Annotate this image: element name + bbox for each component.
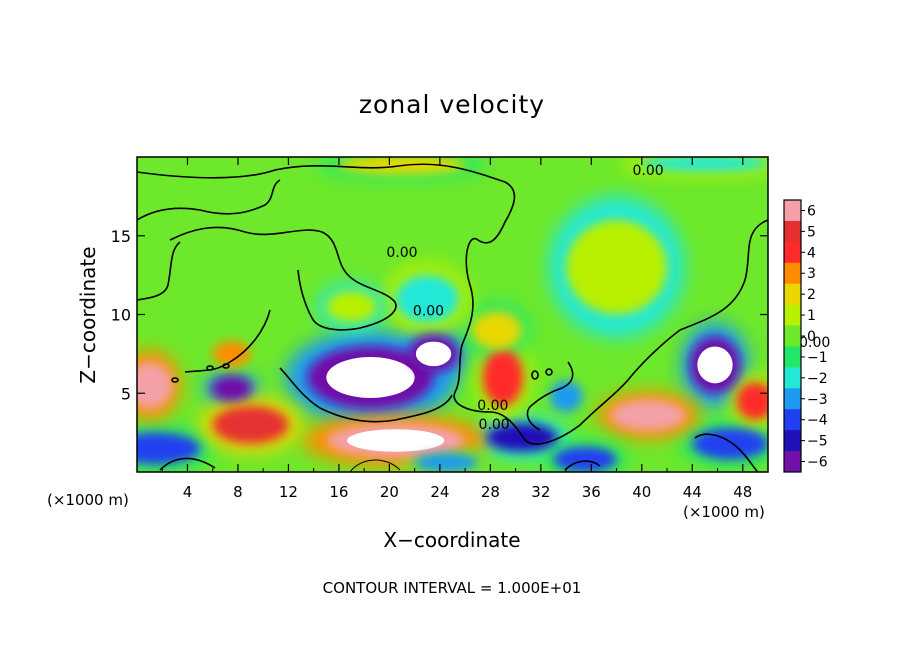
contour-line (137, 241, 181, 301)
field-anomaly (553, 446, 617, 472)
contour-loop (545, 368, 553, 376)
contour-line (694, 433, 759, 472)
field-core (415, 341, 452, 367)
colorbar-label: 3 (807, 266, 816, 282)
x-tick-label: 24 (430, 483, 449, 501)
field-anomaly (482, 349, 524, 406)
colorbar-label: −5 (807, 434, 828, 450)
field-anomaly (566, 220, 668, 315)
field-anomaly (212, 341, 251, 367)
x-tick-label: 4 (183, 483, 193, 501)
contour-line (184, 309, 271, 373)
colorbar-label: 2 (807, 287, 816, 303)
colorbar-swatch (784, 325, 801, 347)
colorbar-label: −3 (807, 392, 828, 408)
x-tick-label: 48 (733, 483, 752, 501)
colorbar-swatch (784, 283, 801, 306)
field-anomaly (549, 380, 583, 413)
field-anomaly (395, 275, 459, 323)
contour-label: 0.00 (413, 303, 444, 319)
colorbar-swatch (784, 304, 801, 327)
colorbar-swatch (784, 200, 801, 222)
contour-line (279, 367, 453, 423)
colorbar-label: −1 (807, 350, 828, 366)
field-anomaly (610, 399, 686, 432)
colorbar-label: −4 (807, 413, 828, 429)
field-anomaly (641, 157, 768, 172)
x-unit-label: (×1000 m) (683, 503, 765, 521)
field-anomaly (471, 311, 522, 350)
x-tick-label: 44 (683, 483, 702, 501)
velocity-field (137, 157, 768, 472)
contour-label: 0.00 (477, 398, 508, 414)
colorbar-label: 6 (807, 203, 816, 219)
contour-line (159, 457, 216, 471)
colorbar-swatch (784, 262, 801, 285)
colorbar-swatch (784, 346, 801, 368)
colorbar-label: 4 (807, 245, 816, 261)
colorbar-label: 1 (807, 308, 816, 324)
colorbar-label: −6 (807, 455, 828, 471)
contour-loop (222, 363, 230, 369)
field-anomaly (414, 453, 478, 472)
colorbar-label: 0 (807, 329, 816, 345)
x-tick-label: 32 (531, 483, 550, 501)
contour-line (137, 179, 281, 221)
z-unit-label: (×1000 m) (47, 491, 129, 509)
contour-loop (171, 377, 179, 383)
colorbar-swatch (784, 388, 801, 410)
contour-line (526, 361, 574, 431)
contour-interval-note: CONTOUR INTERVAL = 1.000E+01 (323, 579, 582, 597)
x-tick-label: 28 (481, 483, 500, 501)
contour-label: 0.00 (799, 335, 830, 351)
contour-line (349, 459, 401, 472)
contour-label: 0.00 (479, 417, 510, 433)
colorbar-label: 5 (807, 224, 816, 240)
x-tick-label: 8 (233, 483, 243, 501)
contour-loop (531, 370, 539, 380)
colorbar-label: −2 (807, 371, 828, 387)
field-anomaly (692, 427, 768, 460)
x-tick-label: 36 (582, 483, 601, 501)
field-core (326, 357, 415, 398)
y-axis-label: Z−coordinate (76, 246, 100, 383)
field-anomaly (211, 375, 252, 402)
y-tick-label: 5 (121, 384, 131, 403)
field-core (347, 429, 445, 452)
x-tick-label: 12 (279, 483, 298, 501)
x-tick-label: 16 (329, 483, 348, 501)
colorbar-swatch (784, 220, 801, 243)
zero-contours (137, 163, 768, 472)
contour-label: 0.00 (386, 245, 417, 261)
x-axis-label: X−coordinate (383, 528, 520, 552)
plot-area: 0.000.000.000.000.000.00 4 8 12 16 20 24 28 32 3… (111, 156, 830, 501)
contour-loop (206, 365, 214, 371)
colorbar-swatch (784, 367, 801, 389)
colorbar-swatch (784, 451, 801, 473)
colorbar-swatch (784, 241, 801, 264)
x-axis-ticks: 4 8 12 16 20 24 28 32 36 40 44 48 (161, 157, 752, 501)
colorbar-swatch (784, 430, 801, 452)
colorbar: 6 5 4 3 2 1 0 −1 −2 −3 −4 −5 −6 (783, 199, 828, 473)
chart-title: zonal velocity (359, 90, 545, 119)
field-anomaly (736, 382, 768, 421)
field-core (697, 346, 733, 384)
contour-labels: 0.00 0.00 0.00 0.00 0.00 0.00 (386, 163, 830, 433)
colorbar-swatch (784, 409, 801, 431)
y-axis-ticks: 5 10 15 (111, 227, 768, 403)
contour-line (564, 460, 601, 471)
field-anomaly (326, 290, 377, 323)
x-tick-label: 20 (380, 483, 399, 501)
field-anomaly (212, 405, 289, 444)
contour-line (169, 226, 397, 331)
contour-line (137, 163, 768, 445)
field-anomaly (137, 361, 173, 409)
x-tick-label: 40 (632, 483, 651, 501)
contour-label: 0.00 (633, 163, 664, 179)
field-anomaly (137, 432, 201, 465)
y-tick-label: 15 (111, 227, 131, 246)
y-tick-label: 10 (111, 306, 131, 325)
